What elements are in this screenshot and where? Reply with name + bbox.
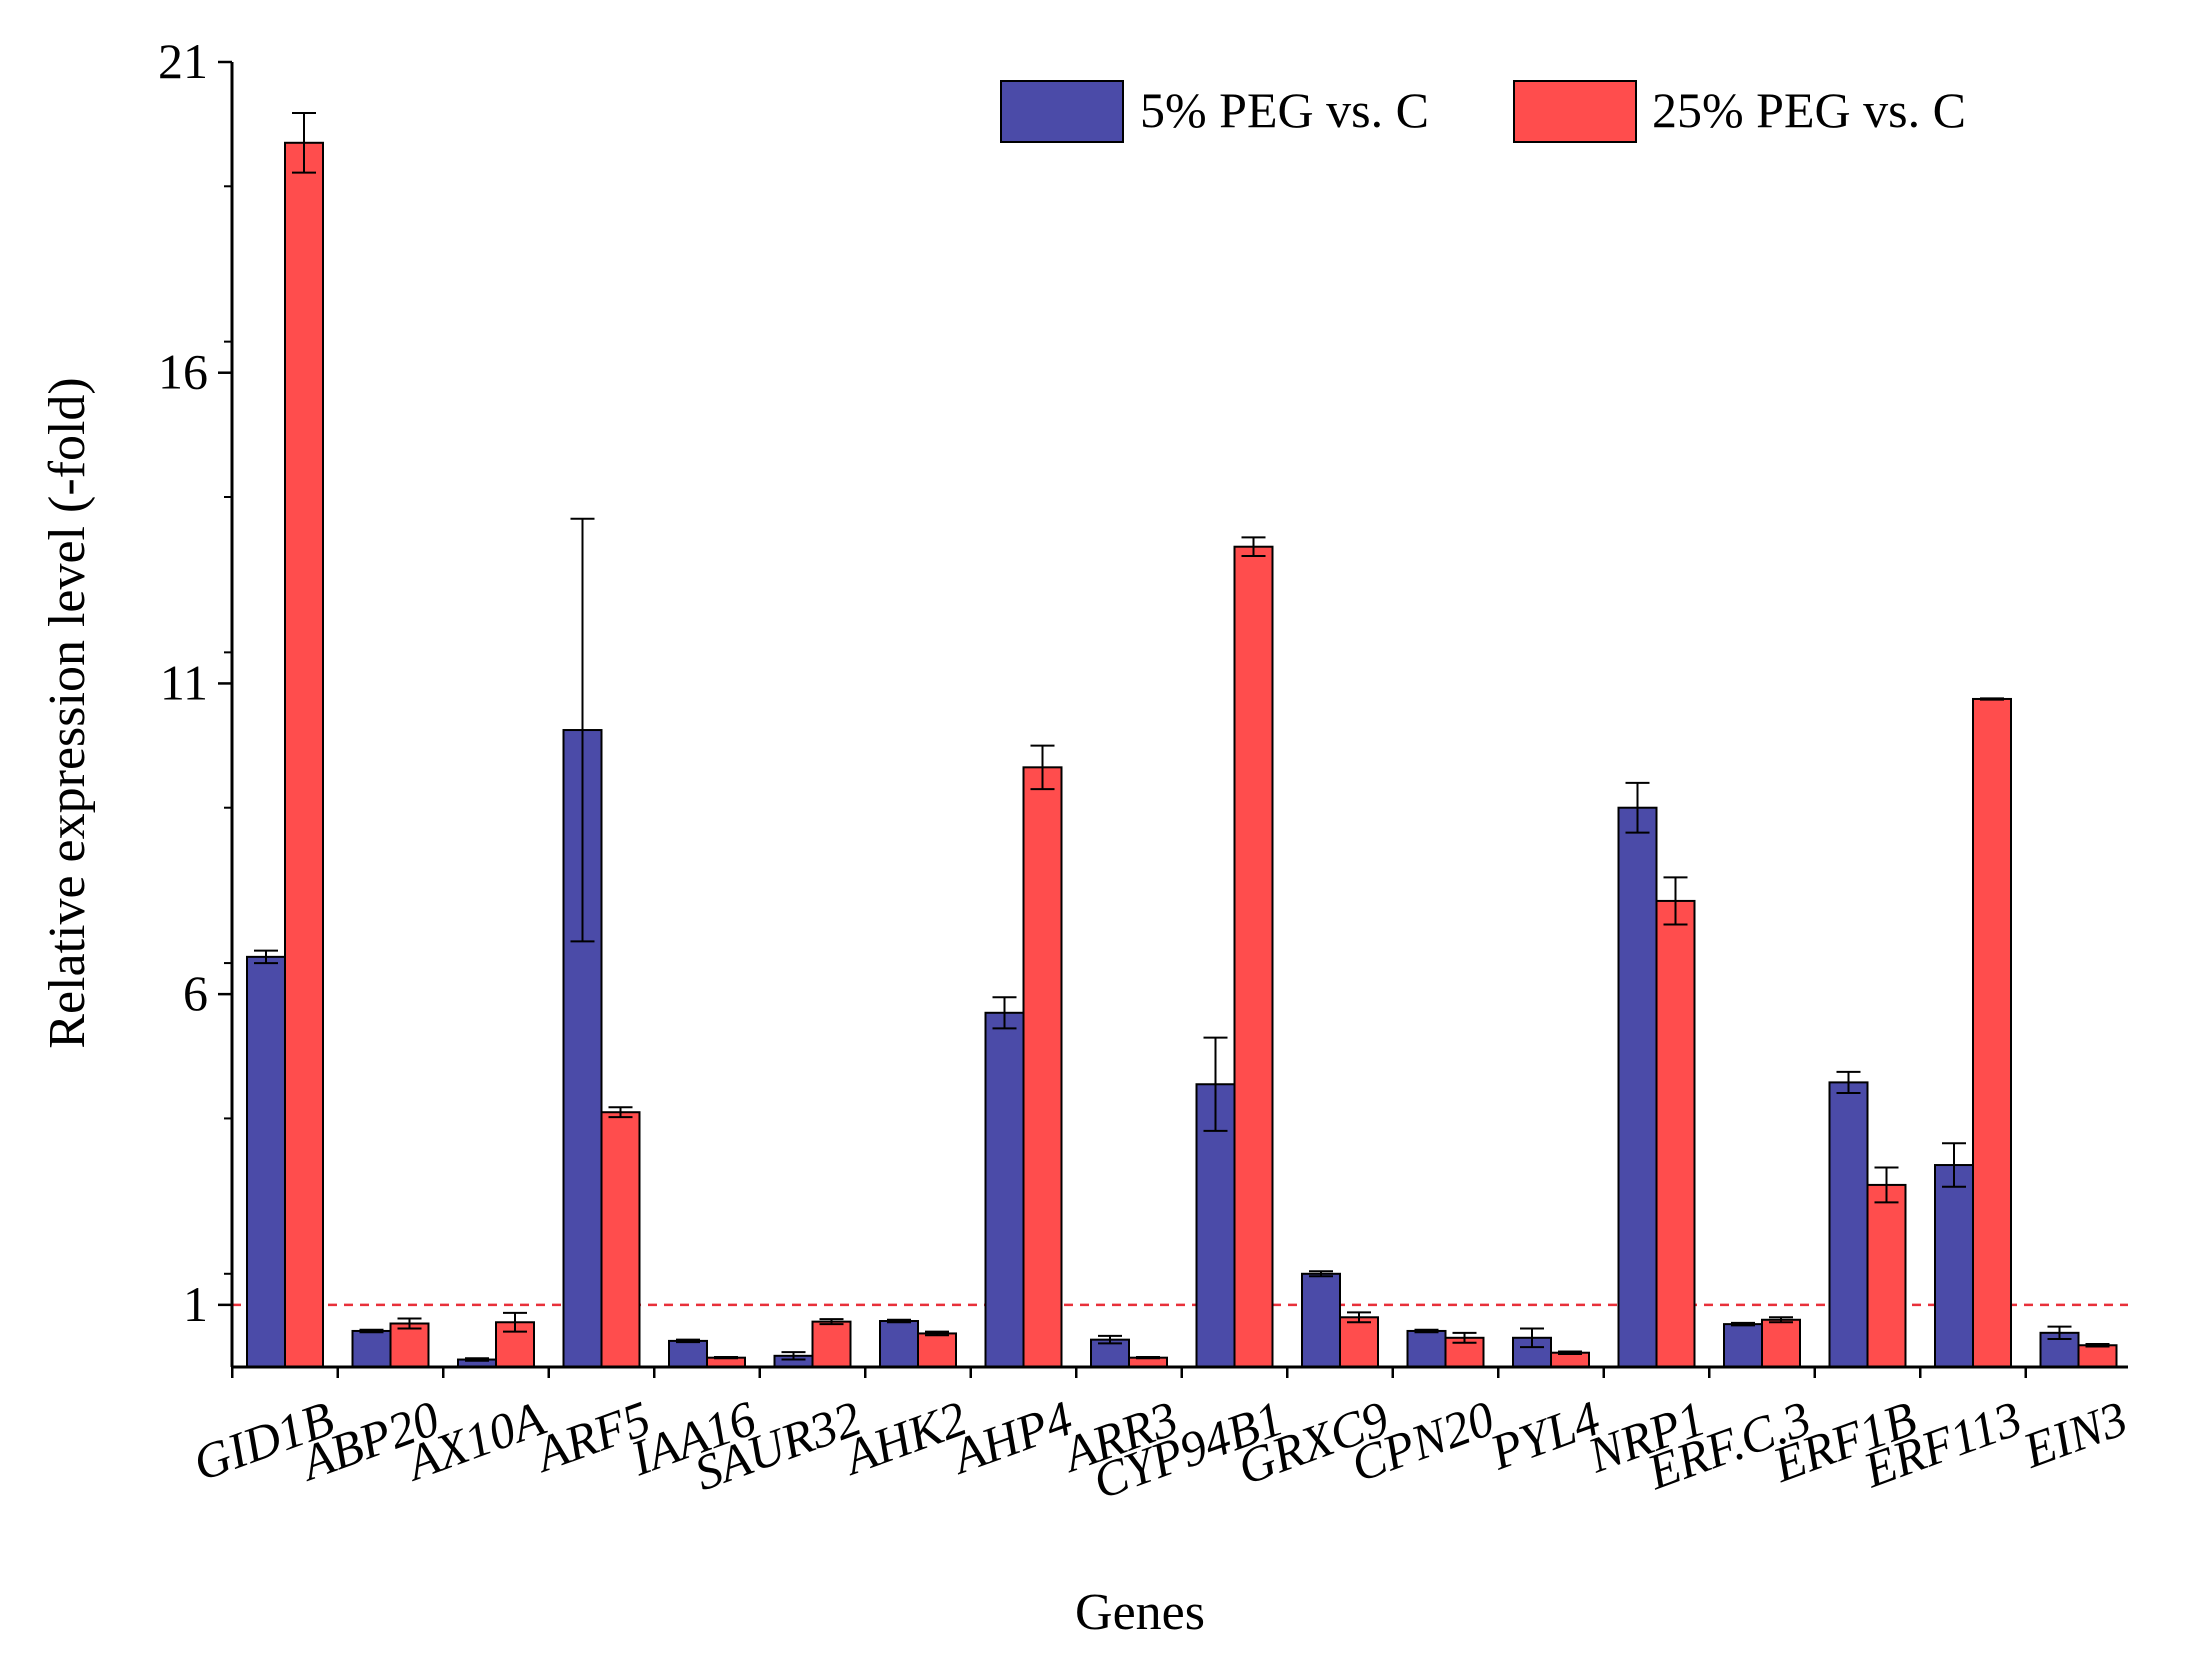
bar-25pct-saur32 <box>811 1320 852 1369</box>
bar-25pct-erf113 <box>1972 697 2012 1368</box>
bar-5pct-gid1b <box>246 955 286 1368</box>
y-tick-label-6: 6 <box>183 965 208 1021</box>
bar-25pct-gid1b <box>284 141 324 1368</box>
bar-25pct-nrp1 <box>1655 899 1696 1369</box>
bar-5pct-nrp1 <box>1617 806 1658 1368</box>
bar-25pct-erf1b <box>1866 1183 1907 1368</box>
bar-5pct-erf-c-3 <box>1723 1323 1763 1369</box>
legend: 5% PEG vs. C 25% PEG vs. C <box>1000 80 1966 143</box>
bar-25pct-ahp4 <box>1022 766 1063 1368</box>
bar-5pct-ahp4 <box>984 1011 1025 1368</box>
bar-5pct-cpn20 <box>1406 1329 1447 1369</box>
y-tick-label-16: 16 <box>158 344 208 400</box>
x-tick-label-ein3: EIN3 <box>2015 1390 2134 1479</box>
legend-swatch-25pct <box>1513 80 1637 143</box>
bar-25pct-cyp94b1 <box>1233 545 1274 1368</box>
bar-5pct-erf1b <box>1828 1081 1869 1369</box>
bar-25pct-grxc9 <box>1339 1316 1379 1369</box>
legend-swatch-5pct <box>1000 80 1124 143</box>
y-tick-label-1: 1 <box>183 1276 208 1332</box>
bar-25pct-ahk2 <box>917 1332 957 1369</box>
legend-label-5pct: 5% PEG vs. C <box>1140 82 1429 138</box>
bar-5pct-iaa16 <box>668 1339 708 1369</box>
y-tick-label-21: 21 <box>158 33 208 89</box>
bar-5pct-abp20 <box>351 1329 392 1369</box>
legend-label-25pct: 25% PEG vs. C <box>1652 82 1966 138</box>
bar-25pct-arf5 <box>600 1111 641 1368</box>
bar-5pct-grxc9 <box>1301 1272 1341 1369</box>
bar-5pct-ahk2 <box>879 1320 919 1368</box>
bar-5pct-erf113 <box>1934 1164 1974 1369</box>
y-axis-title: Relative expression level (-fold) <box>39 377 96 1048</box>
bar-25pct-erf-c-3 <box>1761 1318 1801 1369</box>
bar-25pct-abp20 <box>389 1322 430 1368</box>
x-axis-title: Genes <box>1075 1584 1205 1641</box>
y-tick-label-11: 11 <box>160 654 208 710</box>
bar-25pct-ein3 <box>2077 1344 2118 1368</box>
